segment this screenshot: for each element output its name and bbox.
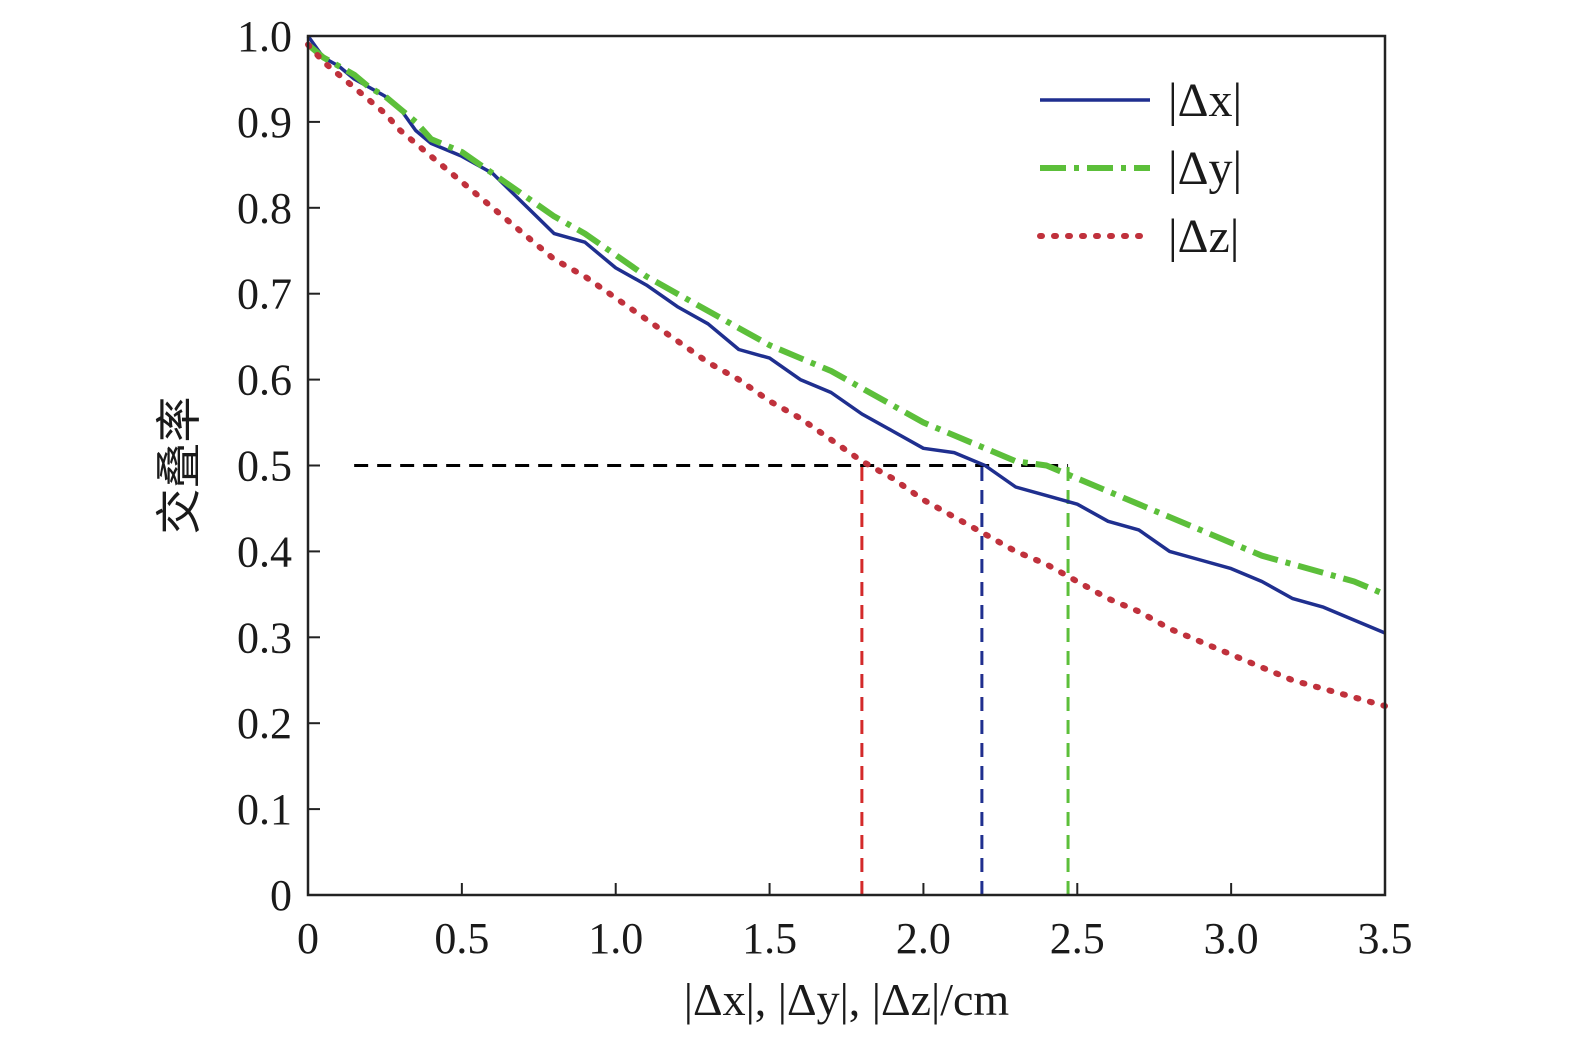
x-tick-label: 2.0 <box>896 914 951 963</box>
y-tick-label: 0.7 <box>237 270 292 319</box>
x-tick-label: 1.0 <box>588 914 643 963</box>
y-tick-label: 0 <box>270 871 292 920</box>
x-tick-label: 0 <box>297 914 319 963</box>
x-tick-label: 3.0 <box>1204 914 1259 963</box>
x-tick-label: 0.5 <box>434 914 489 963</box>
series-line-1 <box>306 42 1387 598</box>
legend-label-0: |Δx| <box>1168 74 1242 127</box>
x-tick-label: 1.5 <box>742 914 797 963</box>
legend-label-1: |Δy| <box>1168 142 1242 195</box>
legend: |Δx| |Δy| |Δz| <box>1037 74 1242 263</box>
y-tick-label: 0.1 <box>237 785 292 834</box>
y-tick-label: 0.3 <box>237 613 292 662</box>
y-axis-title: 交叠率 <box>154 397 205 535</box>
ticks-layer: 0 0.5 1.0 1.5 2.0 2.5 3.0 3.5 0 0.1 0.2 0.3 0.4 0.5 0.… <box>237 12 1413 963</box>
y-tick-label: 0.9 <box>237 98 292 147</box>
y-tick-label: 0.8 <box>237 184 292 233</box>
y-tick-label: 0.6 <box>237 356 292 405</box>
x-tick-label: 2.5 <box>1050 914 1105 963</box>
legend-label-2: |Δz| <box>1168 210 1239 263</box>
series-line-2 <box>305 41 1388 709</box>
y-tick-label: 0.2 <box>237 699 292 748</box>
y-tick-label: 1.0 <box>237 12 292 61</box>
x-tick-label: 3.5 <box>1358 914 1413 963</box>
y-tick-label: 0.5 <box>237 442 292 491</box>
series-layer <box>305 34 1388 709</box>
annotations-layer <box>354 464 1070 895</box>
x-axis-title: |Δx|, |Δy|, |Δz|/cm <box>684 974 1010 1025</box>
y-tick-label: 0.4 <box>237 527 292 576</box>
series-line-0 <box>306 34 1386 635</box>
